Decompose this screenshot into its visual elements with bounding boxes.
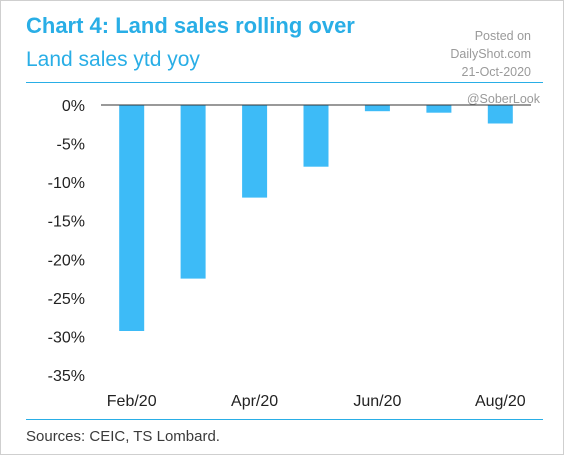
bar-apr-20 xyxy=(242,105,268,198)
bar-feb-20 xyxy=(119,105,145,331)
bar-jun-20 xyxy=(364,105,390,112)
bar-mar-20 xyxy=(180,105,206,279)
y-tick-label: -25% xyxy=(48,291,85,308)
y-tick-label: -5% xyxy=(57,137,85,154)
bar-may-20 xyxy=(303,105,329,167)
y-tick-label: -10% xyxy=(48,175,85,192)
bar-aug-20 xyxy=(487,105,513,124)
sources-note: Sources: CEIC, TS Lombard. xyxy=(26,428,220,445)
x-tick-label: Apr/20 xyxy=(231,393,278,410)
x-tick-label: Aug/20 xyxy=(475,393,526,410)
footer-divider xyxy=(26,419,543,420)
watermark-date: 21-Oct-2020 xyxy=(461,65,531,79)
title-divider xyxy=(26,82,543,83)
watermark-site: DailyShot.com xyxy=(450,47,531,61)
y-tick-label: -35% xyxy=(48,368,85,385)
chart-subtitle: Land sales ytd yoy xyxy=(26,48,200,71)
y-tick-label: -30% xyxy=(48,329,85,346)
y-tick-label: -15% xyxy=(48,214,85,231)
watermark-posted: Posted on DailyShot.com 21-Oct-2020 xyxy=(450,27,531,81)
y-tick-label: -20% xyxy=(48,252,85,269)
watermark-handle: @SoberLook xyxy=(466,92,540,106)
x-tick-label: Feb/20 xyxy=(107,393,157,410)
chart-title: Chart 4: Land sales rolling over xyxy=(26,13,355,38)
y-tick-label: 0% xyxy=(62,98,85,115)
x-tick-label: Jun/20 xyxy=(353,393,401,410)
bar-jul-20 xyxy=(426,105,452,113)
watermark-posted-on: Posted on xyxy=(474,29,531,43)
